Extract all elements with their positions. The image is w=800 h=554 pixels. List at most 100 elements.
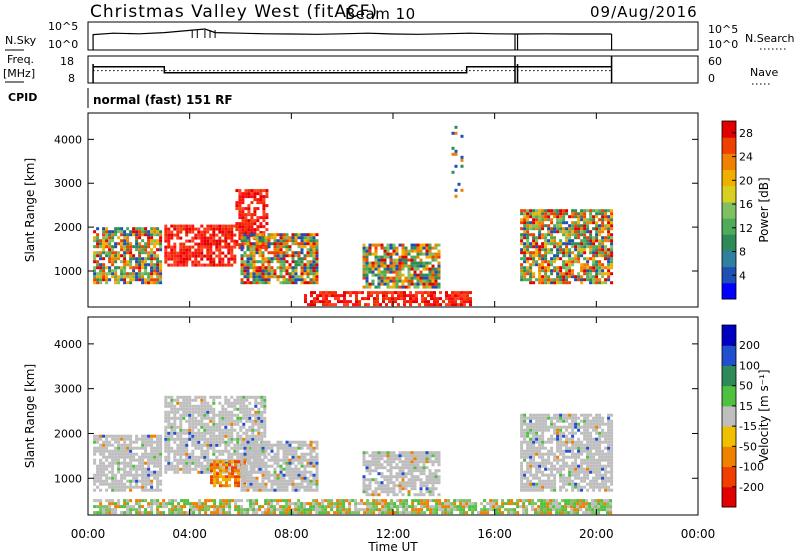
rti-cell [416,475,420,479]
rti-cell [225,481,228,485]
rti-cell [321,502,325,506]
rti-cell [399,505,403,509]
rti-cell [191,254,195,258]
rti-cell [523,221,527,225]
rti-cell [251,431,255,435]
rti-cell [532,272,536,276]
rti-cell [413,469,417,473]
rti-cell [544,275,548,279]
rti-cell [153,455,157,459]
rti-cell [400,297,403,301]
power-colorbar-frame [721,120,737,300]
power-data-layer [93,125,614,307]
rti-cell [434,258,438,262]
rti-cell [159,505,163,509]
rti-cell [173,407,177,411]
rti-cell [556,248,560,252]
rti-cell [395,264,399,268]
rti-cell [553,278,557,282]
rti-cell [144,257,148,261]
rti-cell [123,467,127,471]
rti-cell [111,272,115,276]
rti-cell [108,508,112,512]
rti-cell [559,257,563,261]
rti-cell [120,452,124,456]
rti-cell [150,272,154,276]
rti-cell [586,221,590,225]
rti-cell [206,413,210,417]
rti-cell [176,227,180,231]
rti-cell [383,249,387,253]
rti-cell [315,254,319,258]
rti-cell [360,502,364,506]
rti-cell [439,297,442,301]
rti-cell [398,273,402,277]
rti-cell [254,395,258,399]
rti-cell [246,446,250,450]
rti-cell [371,252,375,256]
rti-cell [425,243,429,247]
rti-cell [203,242,207,246]
rti-cell [114,230,118,234]
rti-cell [185,413,189,417]
rti-cell [276,452,280,456]
rti-cell [431,276,435,280]
rti-cell [306,464,310,468]
rti-cell [273,452,277,456]
rti-cell [434,457,438,461]
rti-cell [595,272,599,276]
rti-cell [129,479,133,483]
rti-cell [263,422,267,426]
rti-cell [426,499,430,503]
rti-cell [520,269,524,273]
rti-cell [260,398,264,402]
rti-cell [437,457,441,461]
rti-cell [141,455,145,459]
rti-cell [559,212,563,216]
rti-cell [420,508,424,512]
rti-cell [120,455,124,459]
rti-cell [111,233,115,237]
rti-cell [532,464,536,468]
rti-cell [132,233,136,237]
rti-cell [610,218,614,222]
rti-cell [114,440,118,444]
rti-cell [273,470,277,474]
rti-cell [460,297,463,301]
rti-cell [434,270,438,274]
rti-cell [303,440,307,444]
rti-cell [164,236,168,240]
rti-cell [529,263,533,267]
rti-cell [144,482,148,486]
rti-cell [401,285,405,289]
rti-cell [580,251,584,255]
rti-cell [185,263,189,267]
noise-right-tick-top: 10^5 [708,23,738,36]
rti-cell [191,236,195,240]
rti-cell [117,467,121,471]
rti-cell [523,227,527,231]
rti-cell [96,266,100,270]
rti-cell [246,239,250,243]
rti-cell [215,233,219,237]
rti-cell [123,473,127,477]
rti-cell [285,239,289,243]
rti-cell [200,434,204,438]
rti-cell [580,227,584,231]
rti-cell [306,281,310,285]
rti-cell [422,264,426,268]
rti-cell [233,401,237,405]
rti-cell [138,479,142,483]
rti-cell [264,449,268,453]
rti-cell [256,198,260,202]
rti-cell [413,273,417,277]
rti-cell [99,488,103,492]
rti-cell [285,485,289,489]
rti-cell [265,189,269,193]
rti-cell [96,467,100,471]
rti-cell [150,239,154,243]
rti-cell [523,431,527,435]
rti-cell [206,428,210,432]
rti-cell [288,281,292,285]
